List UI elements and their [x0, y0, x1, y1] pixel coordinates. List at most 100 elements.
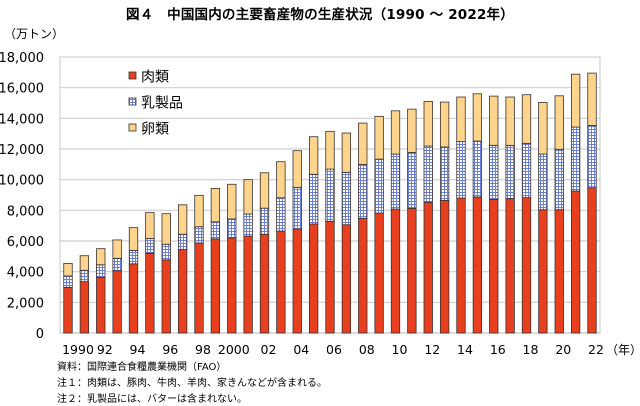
bar-meat-2016 — [489, 198, 499, 334]
bar-eggs-2022 — [587, 72, 597, 126]
bar-eggs-2009 — [374, 115, 384, 160]
bar-meat-2008 — [358, 217, 368, 334]
bar-dairy-2013 — [439, 146, 450, 201]
bar-dairy-2007 — [341, 171, 352, 226]
legend-label-dairy: 乳製品 — [141, 96, 183, 112]
bar-meat-2018 — [521, 197, 532, 334]
bar-meat-2009 — [374, 212, 384, 334]
bar-dairy-1990 — [63, 275, 73, 288]
bar-dairy-2017 — [505, 144, 515, 200]
bar-eggs-2006 — [325, 130, 335, 170]
x-tick-label: 22 — [588, 342, 604, 357]
bar-dairy-2008 — [358, 163, 368, 219]
bar-meat-1994 — [128, 263, 139, 334]
bar-eggs-2016 — [489, 95, 499, 146]
bar-dairy-1999 — [210, 221, 221, 240]
x-tick-label: 14 — [457, 342, 473, 357]
bar-dairy-1992 — [96, 264, 106, 278]
x-tick-label: 20 — [555, 342, 571, 357]
bar-dairy-2014 — [456, 141, 466, 199]
bar-dairy-1991 — [79, 269, 90, 283]
legend-label-eggs: 卵類 — [141, 122, 169, 138]
bar-dairy-2001 — [243, 213, 253, 237]
chart-title: 図４ 中国国内の主要畜産物の生産状況（1990 ～ 2022年） — [126, 7, 514, 23]
bar-dairy-1994 — [128, 249, 139, 265]
y-tick-label: 4,000 — [7, 266, 44, 281]
bar-eggs-2011 — [407, 108, 417, 153]
bar-dairy-2003 — [276, 197, 286, 232]
bar-dairy-2019 — [538, 153, 548, 211]
x-tick-label: 96 — [162, 342, 178, 357]
bar-dairy-1998 — [194, 226, 204, 244]
x-tick-label: 02 — [261, 342, 277, 357]
bar-meat-2004 — [292, 228, 302, 334]
note-1: 注１：肉類は、豚肉、牛肉、羊肉、家きんなどが含まれる。 — [57, 378, 327, 389]
bar-meat-2014 — [456, 197, 466, 334]
bar-dairy-1995 — [145, 238, 155, 254]
bar-eggs-1990 — [63, 262, 73, 277]
bar-meat-1993 — [112, 270, 122, 334]
x-axis-ticks: 1990 92 94 96 98 2000 02 04 06 08 10 12 14 16 18 20 22 — [62, 342, 604, 357]
bar-dairy-2022 — [587, 124, 597, 189]
bar-eggs-1994 — [128, 227, 139, 251]
bar-dairy-2021 — [570, 126, 581, 192]
bar-meat-2000 — [227, 237, 237, 334]
bar-eggs-2013 — [439, 101, 450, 148]
bar-dairy-2020 — [554, 148, 564, 211]
bar-eggs-2000 — [227, 183, 237, 220]
y-tick-label: 12,000 — [0, 143, 44, 158]
bar-eggs-1996 — [161, 213, 171, 245]
bar-dairy-2006 — [325, 168, 335, 222]
bar-eggs-2018 — [521, 94, 532, 144]
bar-eggs-1997 — [177, 204, 188, 235]
x-tick-label: 10 — [392, 342, 408, 357]
bar-meat-2002 — [259, 233, 270, 334]
x-tick-label: 18 — [523, 342, 539, 357]
bar-dairy-2000 — [227, 218, 237, 239]
y-tick-label: 14,000 — [0, 112, 44, 127]
bar-dairy-1997 — [177, 233, 188, 250]
bar-eggs-2019 — [538, 101, 548, 155]
bar-meat-2007 — [341, 224, 352, 334]
bar-meat-1991 — [79, 281, 90, 334]
bar-dairy-2010 — [390, 153, 401, 210]
bar-eggs-2001 — [243, 179, 253, 215]
bar-eggs-2015 — [472, 93, 483, 142]
bar-dairy-2012 — [423, 145, 433, 203]
x-tick-label: 2000 — [218, 342, 250, 357]
bar-eggs-2010 — [390, 110, 401, 155]
bar-eggs-1998 — [194, 194, 204, 228]
bar-dairy-2005 — [308, 173, 319, 225]
bar-meat-2021 — [570, 190, 581, 334]
bar-eggs-2007 — [341, 132, 352, 173]
bar-meat-2019 — [538, 209, 548, 334]
bar-dairy-2009 — [374, 158, 384, 214]
bar-meat-2017 — [505, 198, 515, 334]
bar-eggs-2002 — [259, 172, 270, 209]
bar-meat-2003 — [276, 230, 286, 334]
bar-dairy-2011 — [407, 151, 417, 209]
x-tick-label: 06 — [326, 342, 342, 357]
x-tick-label: 98 — [195, 342, 211, 357]
bar-meat-1997 — [177, 249, 188, 334]
legend-swatch-dairy — [128, 97, 137, 106]
bar-meat-1996 — [161, 259, 171, 334]
y-tick-label: 8,000 — [7, 204, 44, 219]
source-note: 資料：国際連合食糧農業機関（FAO） — [57, 362, 227, 373]
bar-dairy-1996 — [161, 243, 171, 261]
bar-eggs-2021 — [570, 73, 581, 128]
y-axis-unit-label: （万トン） — [4, 27, 65, 41]
bar-meat-2015 — [472, 196, 483, 334]
y-tick-label: 18,000 — [0, 51, 44, 66]
bar-eggs-1999 — [210, 188, 221, 223]
bar-dairy-2002 — [259, 207, 270, 235]
bar-meat-2001 — [243, 235, 253, 334]
bar-eggs-1993 — [112, 239, 122, 259]
y-axis-ticks: 0 2,000 4,000 6,000 8,000 10,000 12,000 14,000 1… — [0, 51, 44, 342]
x-tick-label: 1990 — [62, 342, 94, 357]
x-tick-label: 12 — [424, 342, 440, 357]
x-tick-label: 16 — [490, 342, 506, 357]
bar-meat-1995 — [145, 252, 155, 334]
